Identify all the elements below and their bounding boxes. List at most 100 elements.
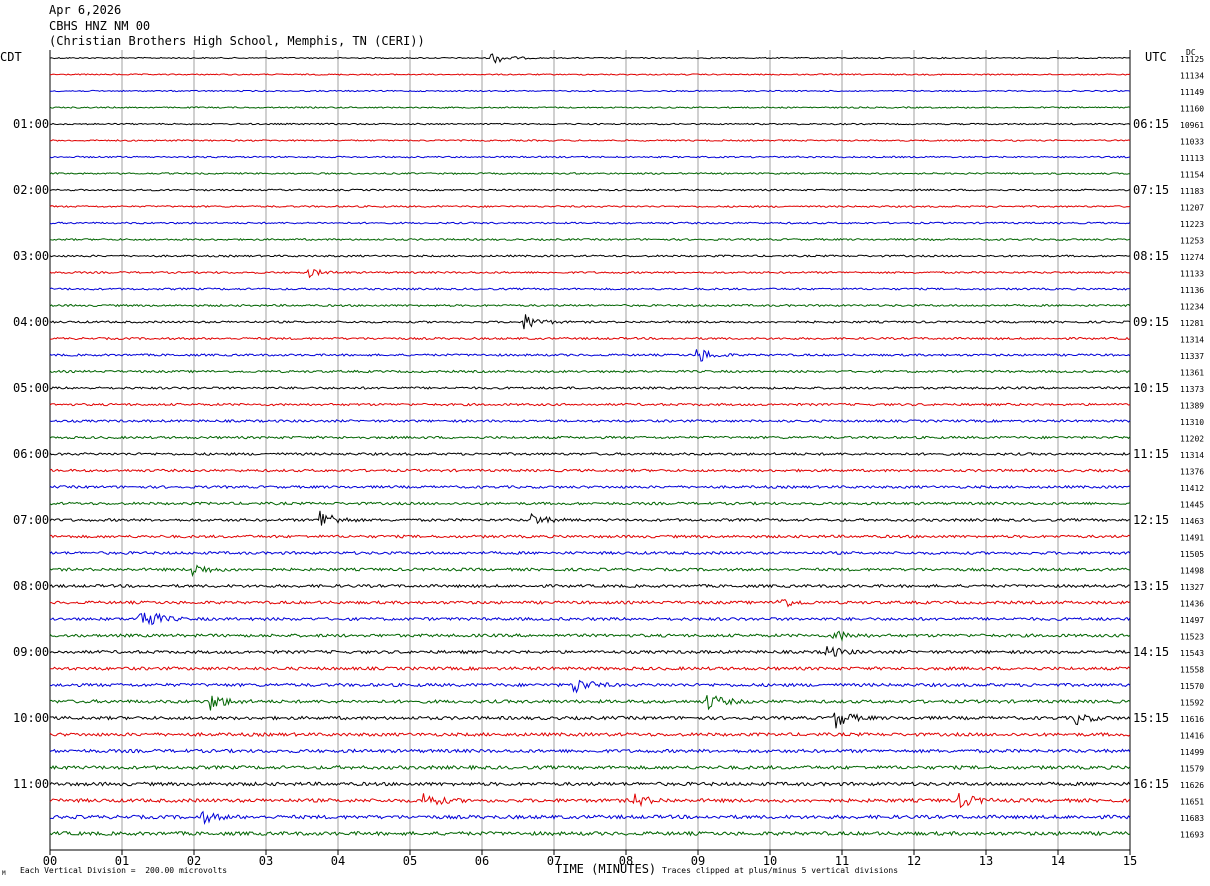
trace-line <box>49 564 1131 578</box>
dc-offset-label: 11134 <box>1180 72 1204 81</box>
dc-offset-label: 11327 <box>1180 583 1204 592</box>
dc-offset-label: 11253 <box>1180 237 1204 246</box>
dc-offset-header: DC <box>1186 48 1196 57</box>
hour-label-left: 05:00 <box>13 381 49 395</box>
dc-offset-label: 10961 <box>1180 121 1204 130</box>
trace-line <box>49 268 1131 279</box>
trace-line <box>49 369 1131 374</box>
trace-line <box>49 204 1131 209</box>
dc-offset-label: 11497 <box>1180 616 1204 625</box>
dc-offset-label: 11125 <box>1180 55 1204 64</box>
trace-line <box>50 666 1131 671</box>
hour-label-left: 11:00 <box>13 777 49 791</box>
trace-line <box>49 303 1131 308</box>
hour-label-left: 10:00 <box>13 711 49 725</box>
dc-offset-label: 11160 <box>1180 105 1204 114</box>
trace-line <box>49 550 1131 556</box>
x-tick-label: 13 <box>979 854 993 868</box>
trace-line <box>49 402 1131 407</box>
dc-offset-label: 11183 <box>1180 187 1204 196</box>
hour-label-left: 01:00 <box>13 117 49 131</box>
x-tick-label: 05 <box>403 854 417 868</box>
x-tick-label: 12 <box>907 854 921 868</box>
dc-offset-label: 11337 <box>1180 352 1204 361</box>
dc-offset-label: 11234 <box>1180 303 1204 312</box>
trace-line <box>49 287 1131 291</box>
trace-line <box>49 221 1131 225</box>
trace-line <box>49 451 1131 456</box>
clip-note: Traces clipped at plus/minus 5 vertical … <box>662 866 899 875</box>
hour-label-right: 13:15 <box>1133 579 1169 593</box>
dc-offset-label: 11498 <box>1180 567 1204 576</box>
trace-line <box>50 598 1131 608</box>
trace-line <box>49 254 1131 258</box>
trace-line <box>50 89 1131 93</box>
dc-offset-label: 11274 <box>1180 253 1204 262</box>
trace-line <box>49 764 1131 771</box>
dc-offset-label: 11361 <box>1180 369 1204 378</box>
trace-line <box>49 336 1131 341</box>
trace-line <box>49 583 1130 589</box>
dc-offset-label: 11505 <box>1180 550 1204 559</box>
dc-offset-label: 11651 <box>1180 798 1204 807</box>
dc-offset-label: 11579 <box>1180 765 1204 774</box>
trace-line <box>49 781 1131 787</box>
dc-offset-label: 11499 <box>1180 748 1204 757</box>
dc-offset-label: 11310 <box>1180 418 1204 427</box>
x-tick-label: 08 <box>619 854 633 868</box>
dc-offset-label: 11416 <box>1180 732 1204 741</box>
trace-line <box>49 695 1131 711</box>
dc-offset-label: 11281 <box>1180 319 1204 328</box>
dc-offset-label: 11693 <box>1180 831 1204 840</box>
trace-line <box>49 155 1131 159</box>
dc-offset-label: 11558 <box>1180 666 1204 675</box>
trace-line <box>49 748 1131 754</box>
trace-line <box>49 386 1131 390</box>
trace-line <box>49 731 1131 738</box>
trace-line <box>49 106 1131 109</box>
hour-label-right: 09:15 <box>1133 315 1169 329</box>
trace-line <box>49 679 1131 694</box>
dc-offset-label: 11376 <box>1180 468 1204 477</box>
hour-label-left: 09:00 <box>13 645 49 659</box>
trace-line <box>49 139 1131 142</box>
trace-line <box>49 172 1131 175</box>
trace-line <box>49 630 1131 642</box>
hour-label-right: 10:15 <box>1133 381 1169 395</box>
x-tick-label: 00 <box>43 854 57 868</box>
right-timezone-label: UTC <box>1145 50 1167 64</box>
dc-offset-label: 11149 <box>1180 88 1204 97</box>
trace-line <box>49 188 1131 192</box>
trace-line <box>49 468 1131 473</box>
x-tick-label: 14 <box>1051 854 1065 868</box>
hour-label-left: 02:00 <box>13 183 49 197</box>
dc-offset-label: 11523 <box>1180 633 1204 642</box>
x-axis-title: TIME (MINUTES) <box>555 862 657 876</box>
dc-offset-label: 11570 <box>1180 682 1204 691</box>
dc-offset-label: 11683 <box>1180 814 1204 823</box>
trace-line <box>49 830 1131 837</box>
dc-offset-label: 11445 <box>1180 501 1204 510</box>
trace-line <box>49 484 1131 490</box>
hour-label-left: 03:00 <box>13 249 49 263</box>
plot-date: Apr 6,2026 <box>49 3 122 17</box>
hour-label-right: 06:15 <box>1133 117 1169 131</box>
dc-offset-label: 11202 <box>1180 435 1204 444</box>
trace-line <box>49 73 1131 76</box>
trace-line <box>49 612 1131 626</box>
dc-offset-label: 11491 <box>1180 534 1204 543</box>
trace-line <box>49 501 1131 506</box>
x-tick-label: 03 <box>259 854 273 868</box>
hour-label-right: 08:15 <box>1133 249 1169 263</box>
x-tick-label: 04 <box>331 854 345 868</box>
x-tick-label: 02 <box>187 854 201 868</box>
dc-offset-label: 11033 <box>1180 138 1204 147</box>
station-site: (Christian Brothers High School, Memphis… <box>49 34 425 48</box>
dc-offset-label: 11136 <box>1180 286 1204 295</box>
trace-line <box>49 419 1131 423</box>
trace-line <box>49 349 1131 362</box>
dc-offset-label: 11543 <box>1180 649 1204 658</box>
trace-line <box>49 237 1131 242</box>
hour-label-right: 12:15 <box>1133 513 1169 527</box>
dc-offset-label: 11616 <box>1180 715 1204 724</box>
